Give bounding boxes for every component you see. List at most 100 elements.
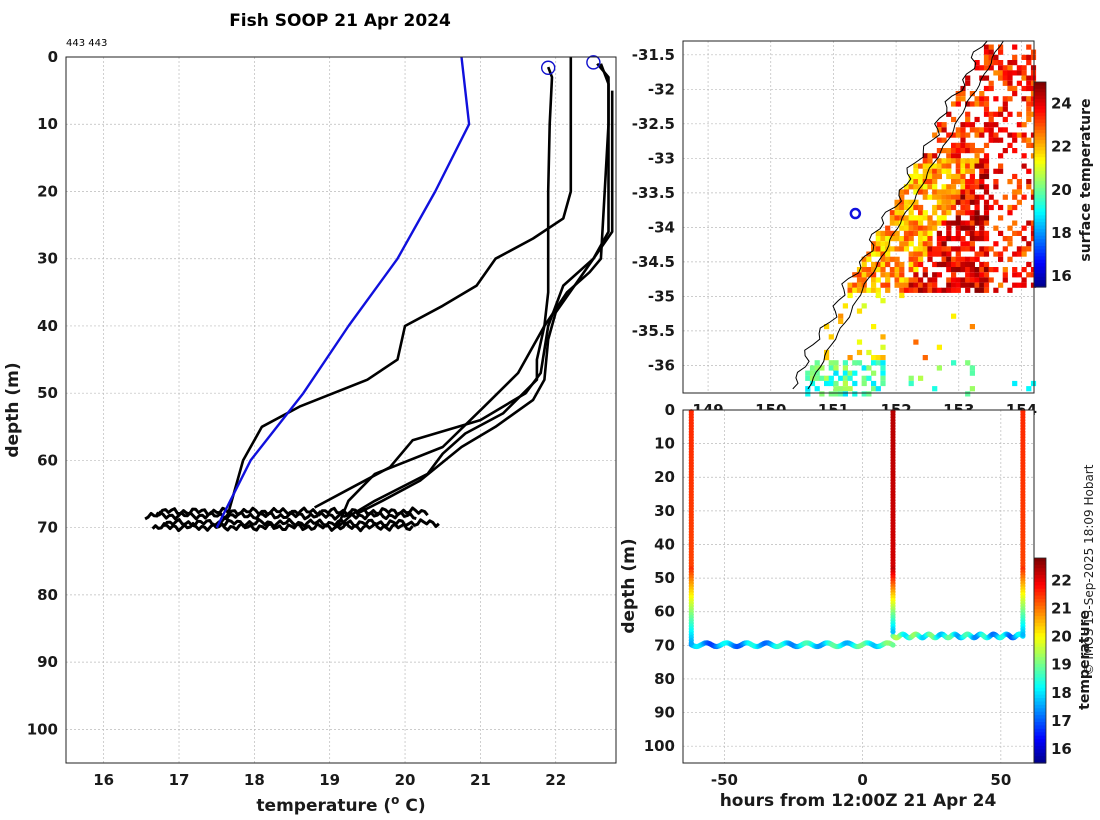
sst-cell <box>903 204 910 211</box>
sst-cell <box>960 137 966 143</box>
sst-cell <box>960 210 966 216</box>
map-ytick-label: -35.5 <box>632 322 675 340</box>
sst-cell <box>951 267 957 273</box>
sst-cell <box>866 267 872 273</box>
sst-cell <box>922 282 928 288</box>
sst-cell <box>1012 44 1018 50</box>
section-colorbar-step <box>1034 759 1046 764</box>
sst-cell <box>833 386 839 392</box>
sst-cell <box>955 277 961 283</box>
map-colorbar-step <box>1034 246 1046 251</box>
sst-cell <box>852 282 858 288</box>
sst-cell <box>960 225 966 231</box>
sst-cell <box>969 168 975 174</box>
sst-cell <box>1016 179 1022 185</box>
sst-cell <box>946 210 952 216</box>
sst-cell <box>979 215 985 221</box>
sst-cell <box>871 261 877 268</box>
profile-start-marker-2 <box>586 55 601 70</box>
sst-cell <box>960 267 966 273</box>
map-colorbar-step <box>1034 102 1046 107</box>
sst-cell <box>899 241 905 247</box>
sst-cell <box>983 96 990 102</box>
section-colorbar-step <box>1034 677 1046 682</box>
map-colorbar: 16 18 20 22 24 <box>1033 81 1072 288</box>
sst-cell <box>1021 70 1027 76</box>
sst-cell <box>927 173 933 180</box>
sst-cell <box>903 215 910 221</box>
sst-cell <box>899 225 905 231</box>
sst-cell <box>1007 179 1013 185</box>
sst-cell <box>1002 246 1008 252</box>
map-colorbar-step <box>1034 232 1046 237</box>
profile-ytick-label: 100 <box>27 720 58 738</box>
sst-cell <box>922 230 928 236</box>
sst-cell <box>955 127 961 133</box>
map-colorbar-step <box>1034 177 1046 182</box>
sst-cell <box>875 267 881 273</box>
sst-cell <box>960 148 966 154</box>
sst-cell <box>983 158 990 164</box>
sst-cell <box>998 230 1004 236</box>
sst-cell <box>936 194 942 200</box>
sst-cell <box>960 168 966 174</box>
sst-cell <box>983 220 990 226</box>
sst-cell <box>969 148 975 154</box>
sst-cell <box>951 277 957 283</box>
sst-cell <box>908 267 914 273</box>
sst-cell <box>932 261 938 268</box>
sst-cell <box>993 225 999 231</box>
sst-cell <box>908 236 914 242</box>
section-colorbar-step <box>1034 722 1046 727</box>
sst-cell <box>974 65 980 71</box>
sst-cell <box>979 158 985 164</box>
sst-cell <box>885 256 891 262</box>
sst-cell <box>951 287 957 293</box>
sst-cell <box>880 360 886 366</box>
sst-cell <box>908 277 914 283</box>
map-colorbar-step <box>1034 88 1046 93</box>
sst-cell <box>875 236 881 242</box>
section-colorbar-step <box>1034 725 1046 730</box>
sst-cell <box>965 267 971 273</box>
sst-cell <box>932 132 938 138</box>
sst-cell <box>946 111 952 117</box>
sst-cell <box>932 225 938 231</box>
sst-cell <box>941 189 947 195</box>
sst-cell <box>1016 132 1022 138</box>
sst-cell <box>833 370 839 376</box>
sst-cell <box>946 194 952 200</box>
sst-cell <box>880 355 886 361</box>
sst-cell <box>936 220 942 226</box>
map-colorbar-step <box>1034 201 1046 206</box>
section-colorbar-step <box>1034 698 1046 703</box>
sst-cell <box>809 375 816 381</box>
sst-cell <box>974 179 980 185</box>
sst-cell <box>998 204 1004 211</box>
sst-cell <box>974 60 980 66</box>
sst-cell <box>1002 106 1008 112</box>
section-ytick-label: 100 <box>644 737 675 755</box>
sst-cell <box>814 370 820 376</box>
vessel-position-marker <box>849 207 862 220</box>
sst-cell <box>983 204 990 211</box>
sst-cell <box>960 96 966 102</box>
sst-cell <box>951 220 957 226</box>
sst-cell <box>951 236 957 242</box>
sst-cell <box>988 65 994 71</box>
sst-cell <box>861 303 867 309</box>
sst-cell <box>908 375 914 381</box>
sst-cell <box>932 179 938 185</box>
sst-cell <box>922 210 928 216</box>
sst-cell <box>918 220 924 226</box>
sst-cell <box>814 365 820 371</box>
sst-cell <box>998 111 1004 117</box>
sst-cell <box>941 241 947 247</box>
sst-cell <box>979 65 985 71</box>
sst-cell <box>908 210 914 216</box>
sst-cell <box>993 184 999 190</box>
sst-cell <box>1007 132 1013 138</box>
sst-cell <box>913 282 919 288</box>
map-colorbar-step <box>1034 82 1046 87</box>
sst-cell <box>1026 179 1032 185</box>
